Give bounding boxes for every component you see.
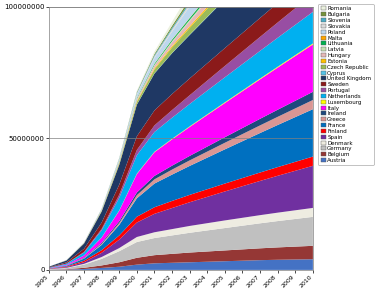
Legend: Romania, Bulgaria, Slovenia, Slovakia, Poland, Malta, Lithuania, Latvia, Hungary: Romania, Bulgaria, Slovenia, Slovakia, P… [318,4,373,165]
